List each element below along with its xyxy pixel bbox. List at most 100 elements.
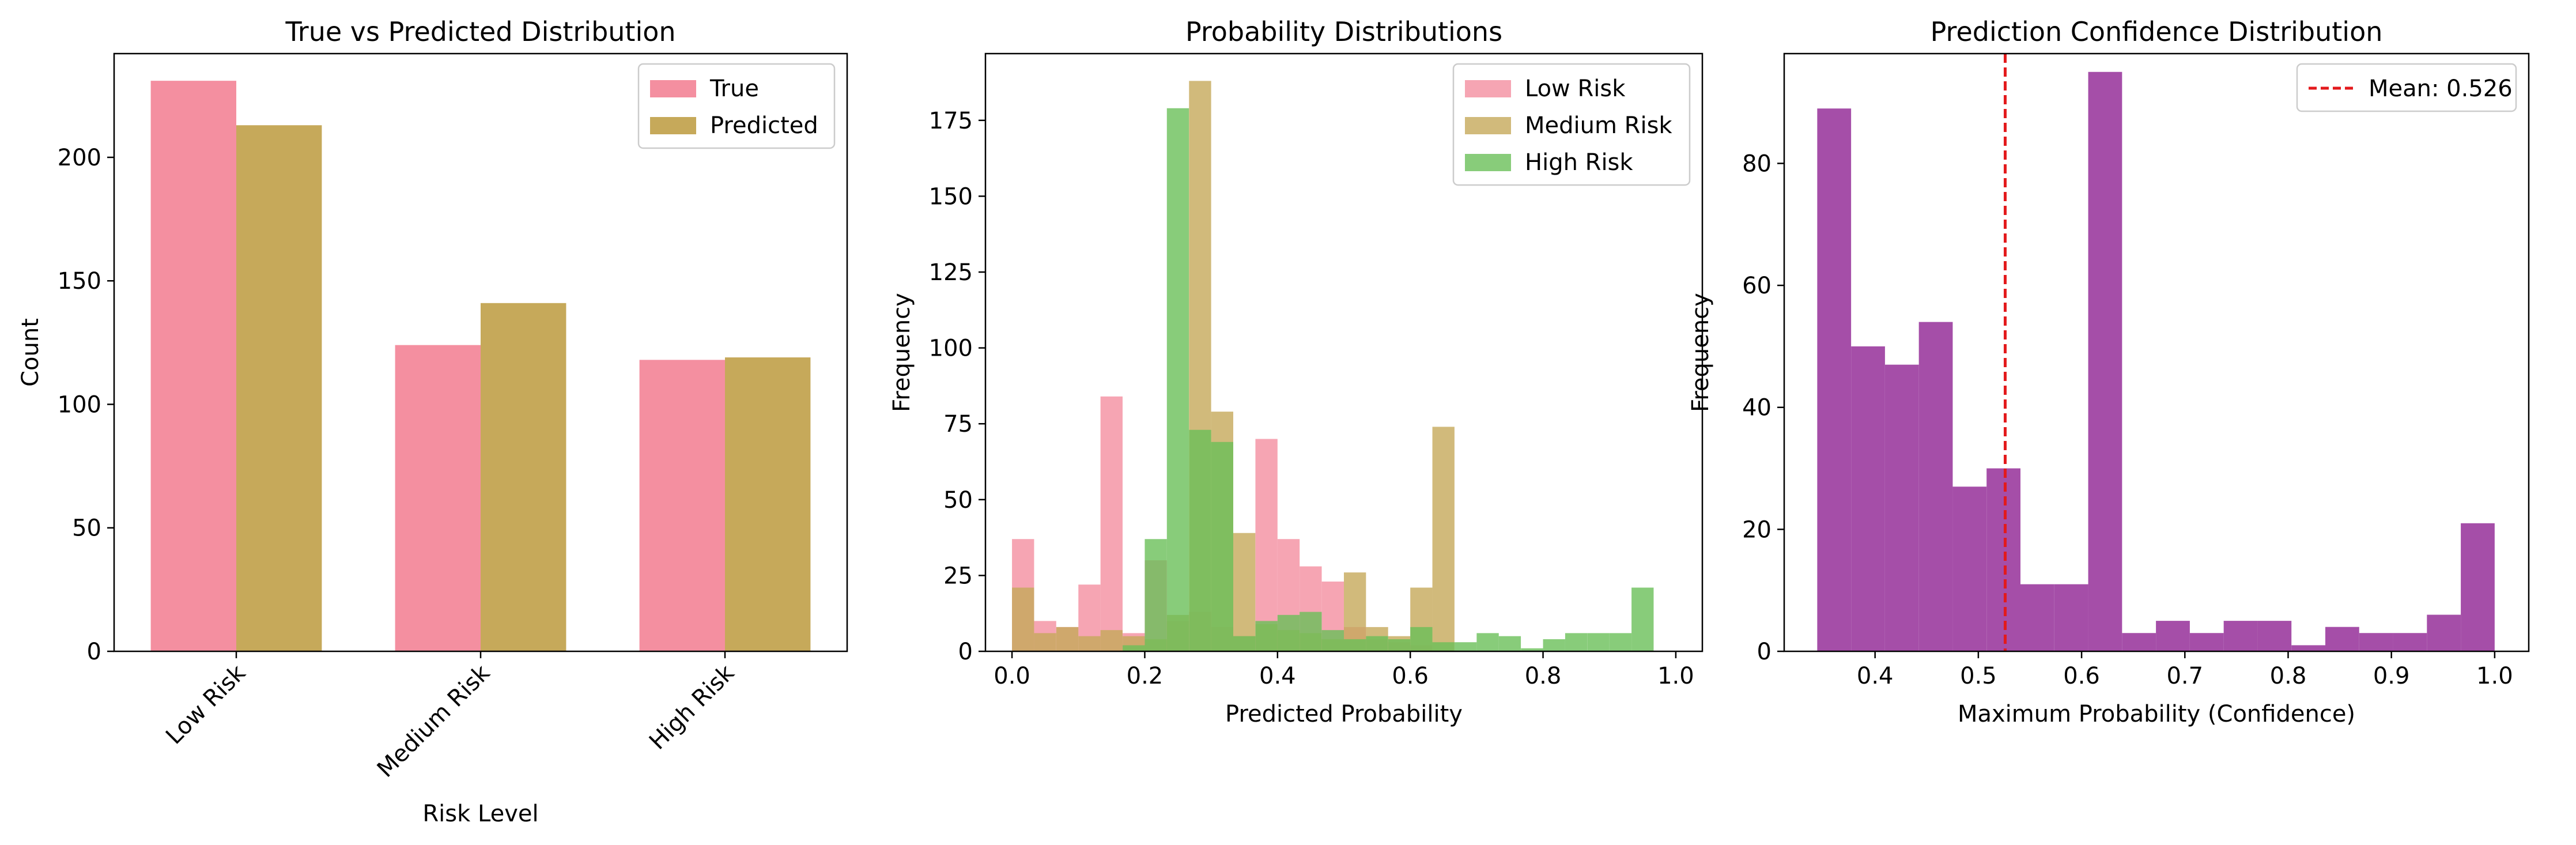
- y-tick-label: 100: [58, 391, 101, 418]
- legend-swatch: [1465, 117, 1511, 134]
- y-tick-label: 125: [929, 259, 973, 286]
- hist-bar: [2393, 633, 2427, 651]
- legend-swatch: [1465, 80, 1511, 97]
- hist-bar-high-risk: [1321, 630, 1344, 651]
- hist-bar-high-risk: [1455, 642, 1477, 651]
- hist-bar: [2359, 633, 2393, 651]
- y-tick-label: 0: [958, 639, 973, 665]
- hist-bar-medium-risk: [1344, 572, 1366, 651]
- x-tick-label: 1.0: [1657, 663, 1694, 689]
- hist-bar-high-risk: [1123, 645, 1145, 651]
- y-tick-label: 0: [1757, 639, 1772, 665]
- x-tick-label: 0.6: [1392, 663, 1429, 689]
- hist-bar: [2156, 621, 2190, 651]
- hist-bar: [2461, 523, 2495, 651]
- legend-swatch: [650, 117, 696, 134]
- x-axis-label: Predicted Probability: [1225, 701, 1463, 727]
- y-tick-label: 175: [929, 108, 973, 134]
- x-tick-label: 0.4: [1259, 663, 1296, 689]
- bar-predicted: [236, 125, 322, 651]
- axes-frame: [1783, 52, 2530, 652]
- y-axis-label: Frequency: [1687, 293, 1714, 412]
- hist-bar: [2020, 584, 2054, 651]
- legend-swatch: [1465, 154, 1511, 171]
- x-tick-label: 0.4: [1857, 663, 1894, 689]
- hist-bar-high-risk: [1631, 587, 1654, 651]
- hist-bar-high-risk: [1587, 633, 1610, 651]
- legend-label: Mean: 0.526: [2369, 76, 2513, 102]
- bar-true: [395, 345, 481, 651]
- hist-bar-high-risk: [1498, 636, 1521, 651]
- y-tick-label: 100: [929, 335, 973, 362]
- panel-confidence-distribution: Prediction Confidence Distribution Freque…: [1687, 16, 2530, 727]
- hist-bar: [1884, 364, 1919, 651]
- hist-bar: [2325, 627, 2359, 651]
- hist-bar-high-risk: [1255, 621, 1278, 651]
- hist-bar-medium-risk: [1012, 587, 1034, 651]
- legend-box: [1452, 63, 1691, 186]
- y-tick-label: 20: [1742, 516, 1772, 543]
- hist-bar-high-risk: [1543, 639, 1565, 651]
- hist-bar-low-risk: [1255, 439, 1278, 651]
- axes-frame: [984, 52, 1704, 652]
- y-tick-label: 40: [1742, 395, 1772, 421]
- x-axis-label: Risk Level: [422, 801, 538, 827]
- legend-swatch: [650, 80, 696, 97]
- hist-bar-medium-risk: [1056, 627, 1079, 651]
- x-tick-label: Low Risk: [161, 659, 251, 749]
- axes-frame: [113, 52, 848, 652]
- hist-bar: [2291, 645, 2325, 651]
- chart-title: Probability Distributions: [1185, 16, 1502, 47]
- bar-true: [150, 81, 236, 652]
- chart-title: True vs Predicted Distribution: [285, 16, 675, 47]
- hist-bar-medium-risk: [1233, 533, 1256, 651]
- hist-bar-medium-risk: [1034, 633, 1056, 651]
- y-tick-label: 50: [72, 515, 101, 542]
- bar-true: [639, 360, 725, 651]
- y-tick-label: 150: [929, 183, 973, 210]
- chart-title: Prediction Confidence Distribution: [1931, 16, 2383, 47]
- y-tick-label: 200: [58, 145, 101, 171]
- hist-bar: [1851, 346, 1885, 651]
- hist-bar-high-risk: [1521, 648, 1543, 651]
- bar-predicted: [725, 357, 811, 651]
- x-tick-label: 0.7: [2166, 663, 2203, 689]
- x-tick-label: 0.8: [2270, 663, 2307, 689]
- legend-box: [2296, 63, 2517, 112]
- hist-bar-high-risk: [1388, 639, 1411, 651]
- x-tick-label: 0.8: [1525, 663, 1562, 689]
- x-tick-label: 0.5: [1960, 663, 1997, 689]
- hist-bar-high-risk: [1432, 642, 1455, 651]
- legend-label: High Risk: [1525, 149, 1633, 176]
- hist-bar: [2189, 633, 2224, 651]
- y-tick-label: 80: [1742, 150, 1772, 177]
- hist-bar: [1952, 486, 1987, 651]
- x-tick-label: Medium Risk: [372, 659, 496, 783]
- x-tick-label: High Risk: [644, 659, 740, 755]
- x-tick-label: 1.0: [2476, 663, 2513, 689]
- hist-bar-high-risk: [1145, 539, 1167, 651]
- y-tick-label: 50: [943, 487, 973, 514]
- y-axis-label: Count: [17, 318, 44, 387]
- hist-bar-high-risk: [1344, 639, 1366, 651]
- hist-bar: [1986, 468, 2020, 651]
- hist-bar: [2122, 633, 2156, 651]
- hist-bar: [2257, 621, 2292, 651]
- y-tick-label: 150: [58, 268, 101, 295]
- hist-bar: [1918, 322, 1953, 651]
- y-tick-label: 60: [1742, 273, 1772, 299]
- hist-bar: [2427, 614, 2461, 651]
- panel-true-vs-predicted: True vs Predicted Distribution Count 0 50 10…: [17, 16, 848, 827]
- hist-bar-high-risk: [1166, 108, 1189, 651]
- legend-label: Low Risk: [1525, 76, 1626, 102]
- hist-bar: [2054, 584, 2088, 651]
- y-tick-label: 75: [943, 411, 973, 437]
- legend-label: Medium Risk: [1525, 112, 1672, 139]
- hist-bar: [1817, 108, 1852, 652]
- bar-predicted: [481, 303, 566, 651]
- hist-bar-low-risk: [1100, 396, 1123, 651]
- y-tick-label: 0: [87, 639, 101, 665]
- hist-bar-high-risk: [1277, 614, 1300, 651]
- x-tick-label: 0.6: [2063, 663, 2100, 689]
- hist-bar-high-risk: [1476, 633, 1499, 651]
